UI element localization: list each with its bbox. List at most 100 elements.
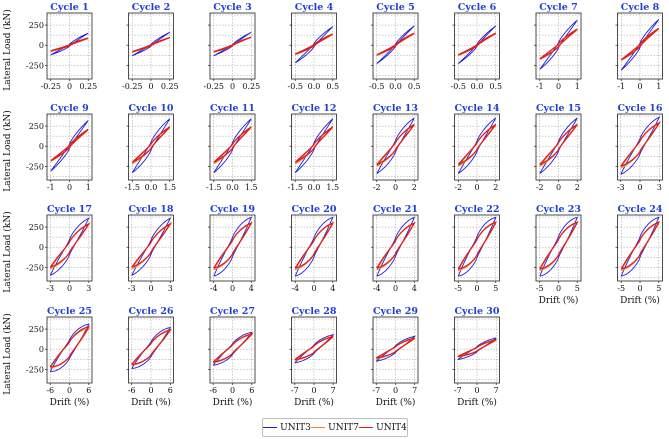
x-tick-label: -0.25: [122, 82, 143, 91]
series-line-unit4: [376, 221, 416, 269]
x-tick-label: -0.5: [369, 82, 384, 91]
x-tick-label: -5: [617, 284, 625, 293]
x-tick-label: 0.25: [79, 82, 97, 91]
panel-cycle-15: Cycle 15 -2 0 2: [534, 103, 582, 192]
x-tick-label: 0: [637, 284, 642, 293]
x-tick-label: -2: [454, 183, 462, 192]
x-tick-label: -3: [46, 284, 54, 293]
panel-title: Cycle 9: [50, 103, 89, 114]
series-line-unit3: [457, 25, 497, 65]
x-tick-label: 7: [412, 386, 417, 395]
panel-cycle-13: Cycle 13 -2 0 2: [371, 103, 419, 192]
panel-cycle-29: Cycle 29 -7 0 7 Drift (%): [371, 306, 418, 408]
series-line-unit4: [294, 221, 335, 269]
panel-cycle-22: Cycle 22 -5 0 5: [452, 204, 500, 293]
x-tick-label: -5: [454, 284, 462, 293]
x-tick-label: 0: [230, 386, 235, 395]
series-line-unit3: [50, 32, 89, 56]
x-tick-label: 1.5: [163, 183, 176, 192]
panel-cycle-9: Cycle 9 250 0 -250 -1 0 1: [26, 103, 93, 192]
panel-title: Cycle 23: [536, 204, 581, 215]
series-line-unit4: [49, 222, 91, 268]
panel-cycle-23: Cycle 23 -5 0 5 Drift (%): [534, 204, 582, 306]
panel-title: Cycle 2: [132, 2, 170, 13]
y-axis-label: Lateral Load (kN): [2, 211, 13, 292]
legend-item-unit7: UNIT7: [311, 423, 359, 433]
x-tick-label: 0.0: [226, 183, 239, 192]
x-tick-label: 2: [575, 183, 580, 192]
panel-title: Cycle 14: [454, 103, 499, 114]
series-line-unit4: [213, 221, 253, 269]
panel-cycle-4: Cycle 4 -0.5 0.0 0.5: [288, 2, 340, 91]
series-line-unit4: [131, 328, 172, 366]
x-tick-label: 6: [168, 386, 173, 395]
panel-title: Cycle 3: [213, 2, 251, 13]
x-tick-label: 0.0: [471, 82, 484, 91]
legend-swatch: [263, 427, 278, 428]
panel-cycle-27: Cycle 27 -6 0 6 Drift (%): [208, 306, 256, 408]
panel-title: Cycle 26: [128, 306, 173, 317]
x-tick-label: 0.0: [145, 183, 158, 192]
x-tick-label: 4: [412, 284, 417, 293]
y-tick-label: -250: [26, 365, 44, 374]
legend-label: UNIT4: [376, 422, 407, 433]
x-tick-label: -1.5: [125, 183, 140, 192]
x-tick-label: 0: [637, 82, 642, 91]
series-line-unit4: [539, 123, 578, 166]
panel-title: Cycle 22: [454, 204, 499, 215]
y-axis-label: Lateral Load (kN): [2, 110, 13, 191]
panel-cycle-7: Cycle 7 -1 0 1: [534, 2, 582, 91]
series-line-unit3: [376, 117, 415, 174]
panel-title: Cycle 17: [47, 204, 92, 215]
series-line-unit4: [376, 32, 415, 56]
x-axis-label: Drift (%): [376, 397, 416, 408]
x-tick-label: 0.25: [242, 82, 260, 91]
panel-cycle-2: Cycle 2 -0.25 0 0.25: [122, 2, 179, 91]
series-line-unit4: [376, 123, 415, 166]
panel-title: Cycle 15: [536, 103, 581, 114]
series-line-unit4: [212, 332, 254, 363]
y-tick-label: 0: [39, 41, 44, 50]
x-tick-label: 0.0: [308, 82, 321, 91]
x-axis-label: Drift (%): [457, 397, 497, 408]
y-tick-label: 250: [29, 21, 44, 30]
x-tick-label: 0: [67, 284, 72, 293]
x-tick-label: 0: [474, 284, 479, 293]
x-tick-label: -7: [372, 386, 380, 395]
legend-item-unit3: UNIT3: [263, 423, 311, 433]
hysteresis-figure: Lateral Load (kN) Lateral Load (kN) Latera…: [2, 2, 663, 408]
x-axis-label: Drift (%): [131, 397, 171, 408]
x-tick-label: 0: [393, 284, 398, 293]
panel-cycle-1: Cycle 1 250 0 -250 -0.25 0 0.25: [26, 2, 97, 91]
x-tick-label: 1.5: [245, 183, 258, 192]
x-tick-label: 0.5: [489, 82, 502, 91]
x-tick-label: 6: [249, 386, 254, 395]
panel-title: Cycle 10: [128, 103, 173, 114]
panel-title: Cycle 25: [47, 306, 92, 317]
series-line-unit3: [620, 19, 660, 71]
panel-cycle-14: Cycle 14 -2 0 2: [452, 103, 500, 192]
x-tick-label: -0.25: [203, 82, 224, 91]
x-tick-label: -6: [46, 386, 54, 395]
series-line-unit4: [213, 36, 252, 53]
x-tick-label: 0.5: [408, 82, 421, 91]
x-tick-label: 7: [494, 386, 499, 395]
x-tick-label: -7: [454, 386, 462, 395]
y-tick-label: 250: [29, 122, 44, 131]
panel-title: Cycle 27: [210, 306, 255, 317]
x-tick-label: -1: [536, 82, 544, 91]
panel-title: Cycle 1: [50, 2, 88, 13]
x-tick-label: 0: [148, 82, 153, 91]
series-line-unit4: [375, 337, 416, 359]
legend-swatch: [311, 427, 326, 428]
series-line-unit4: [213, 126, 252, 163]
panel-title: Cycle 16: [617, 103, 662, 114]
series-line-unit3: [376, 25, 415, 65]
x-tick-label: -3: [617, 183, 625, 192]
panel-title: Cycle 12: [291, 103, 336, 114]
x-tick-label: 2: [412, 183, 417, 192]
x-tick-label: 0.25: [161, 82, 179, 91]
series-line-unit4: [294, 335, 334, 361]
x-tick-label: 0.5: [326, 82, 339, 91]
